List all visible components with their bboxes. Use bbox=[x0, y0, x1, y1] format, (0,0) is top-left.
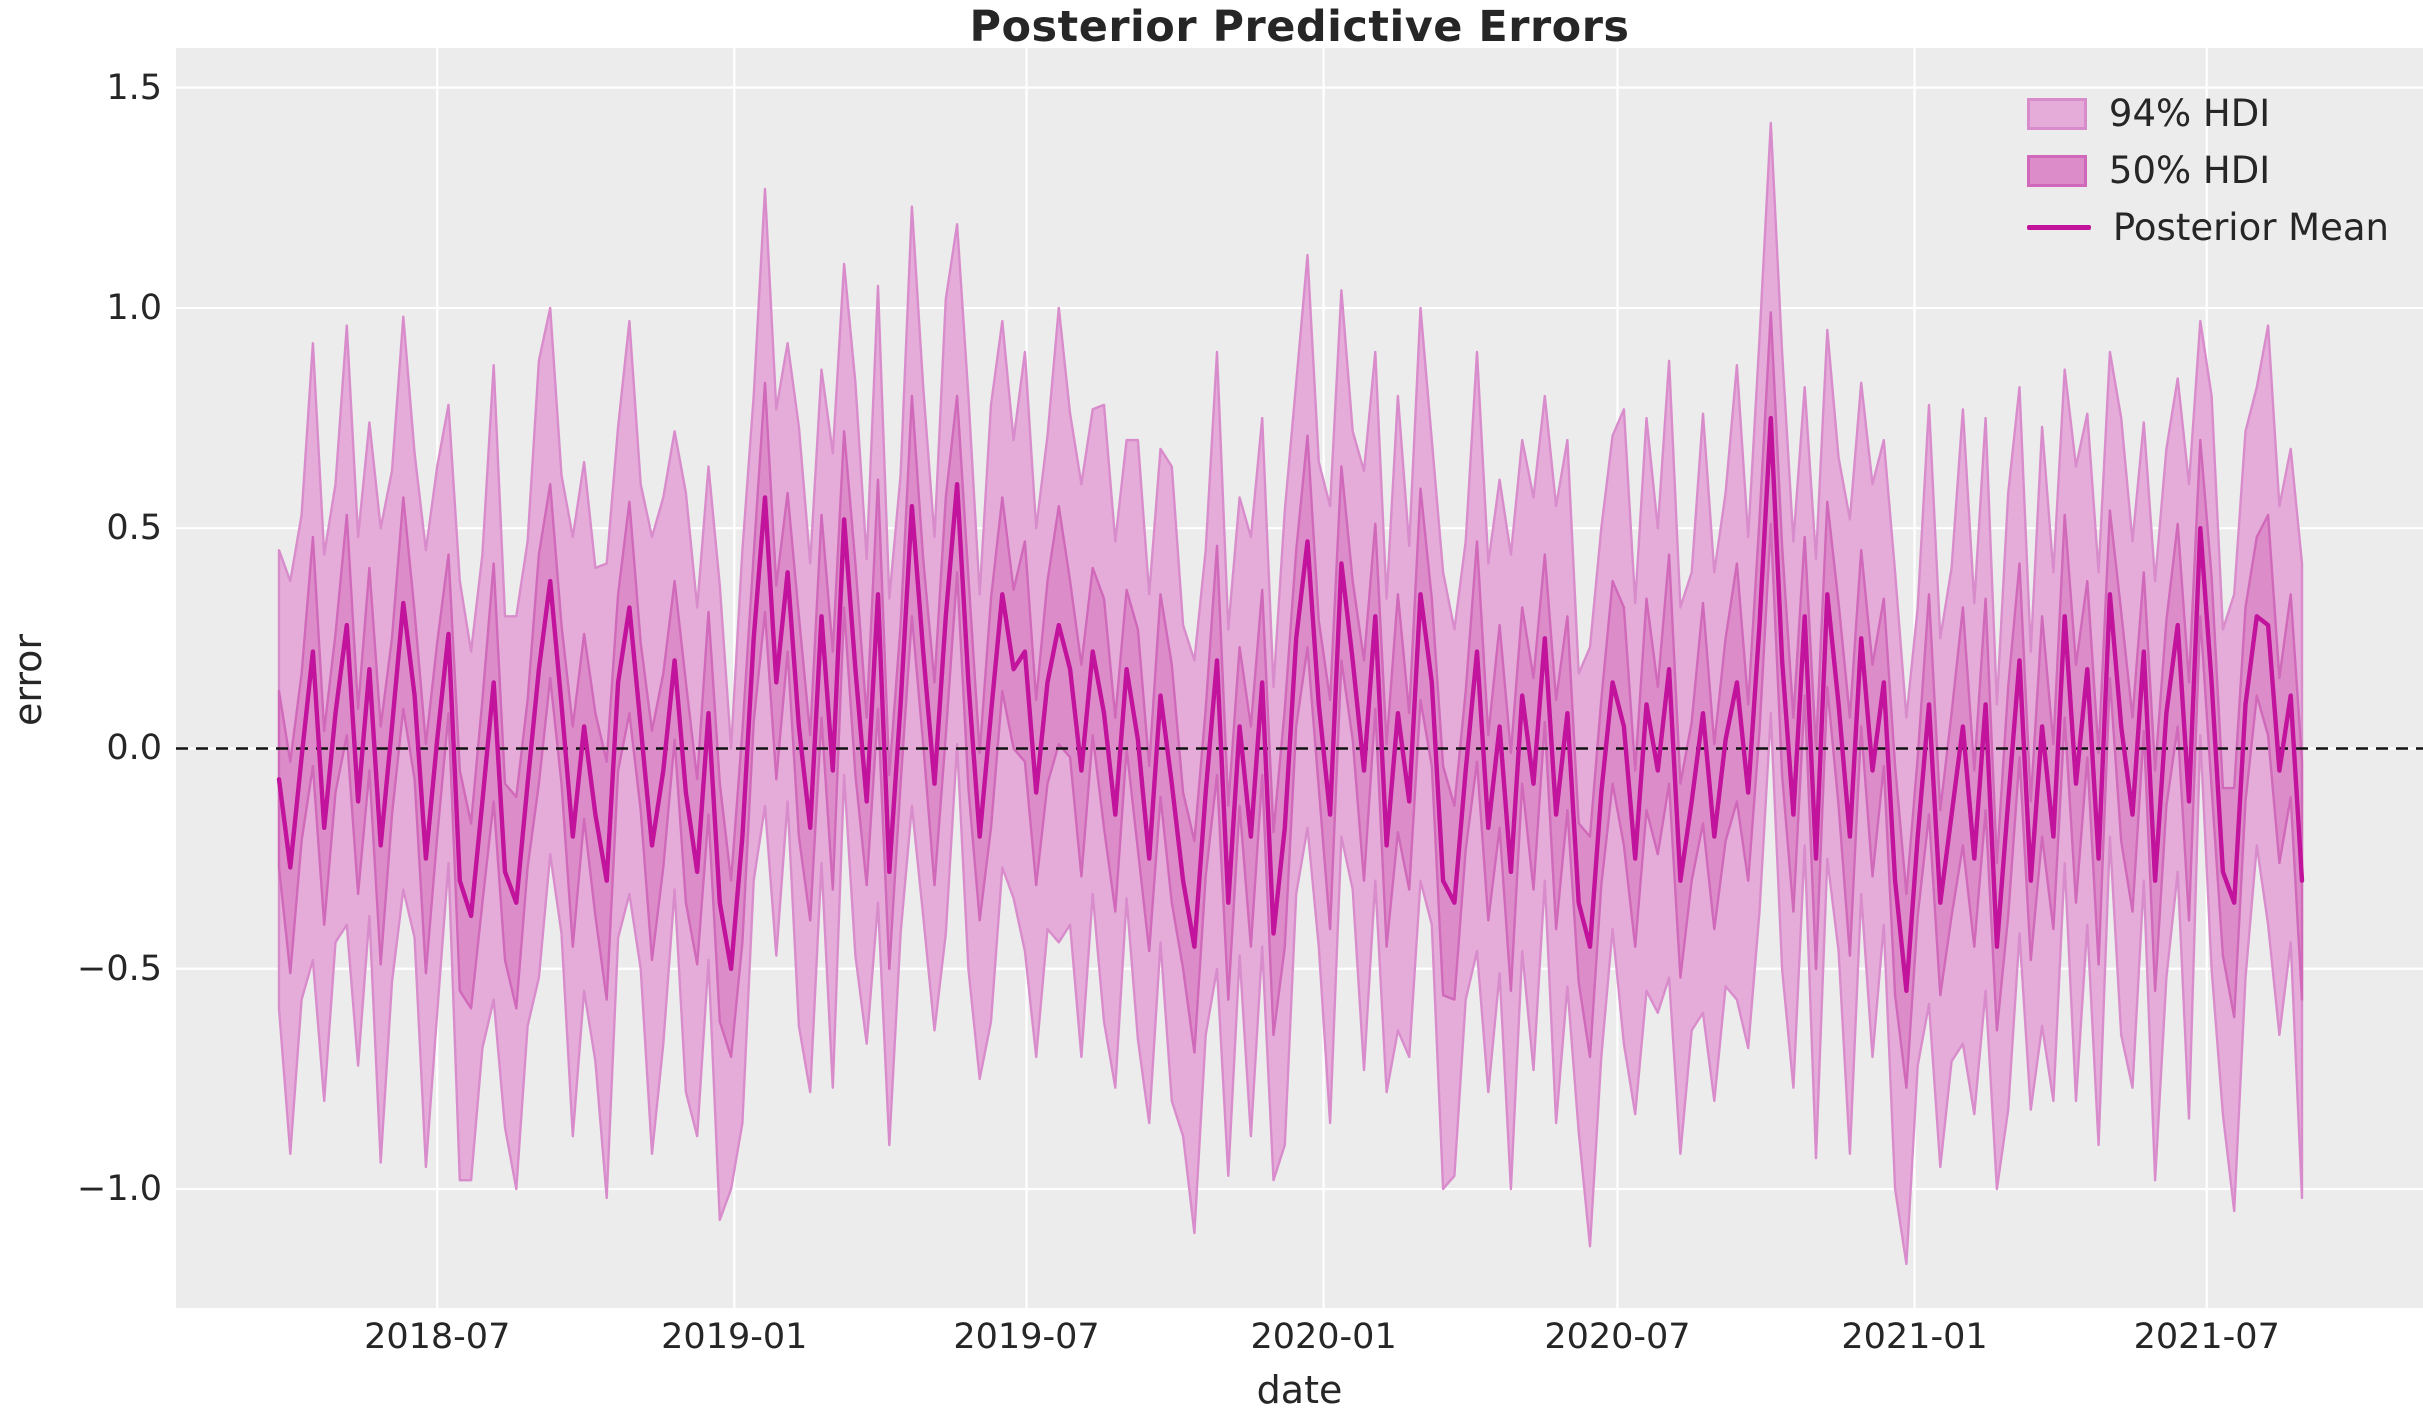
chart-title: Posterior Predictive Errors bbox=[969, 2, 1630, 52]
y-tick-label: 1.0 bbox=[106, 287, 162, 328]
x-tick-label: 2019-07 bbox=[953, 1317, 1100, 1357]
legend-label: 94% HDI bbox=[2108, 92, 2271, 135]
legend: 94% HDI 50% HDI Posterior Mean bbox=[2026, 92, 2389, 249]
legend-item-posterior-mean: Posterior Mean bbox=[2026, 206, 2389, 249]
x-tick-label: 2021-07 bbox=[2133, 1317, 2280, 1357]
x-tick-label: 2020-07 bbox=[1544, 1317, 1691, 1357]
x-tick-label: 2021-01 bbox=[1841, 1317, 1988, 1357]
legend-item-94hdi: 94% HDI bbox=[2026, 92, 2389, 135]
legend-label: Posterior Mean bbox=[2112, 206, 2389, 249]
hdi50-swatch-icon bbox=[2026, 154, 2087, 187]
posterior-mean-line bbox=[276, 415, 2305, 993]
x-tick-label: 2019-01 bbox=[661, 1317, 808, 1357]
legend-label: 50% HDI bbox=[2108, 149, 2271, 192]
x-axis-label: date bbox=[1256, 1368, 1343, 1412]
x-tick-label: 2020-01 bbox=[1250, 1317, 1397, 1357]
y-tick-label: 1.5 bbox=[106, 67, 162, 108]
y-tick-label: 0.5 bbox=[106, 508, 162, 549]
y-tick-label: 0.0 bbox=[106, 728, 162, 769]
mean-line-swatch-icon bbox=[2026, 225, 2091, 230]
y-tick-label: −0.5 bbox=[77, 948, 162, 989]
x-tick-label: 2018-07 bbox=[364, 1317, 511, 1357]
legend-item-50hdi: 50% HDI bbox=[2026, 149, 2389, 192]
hdi94-swatch-icon bbox=[2026, 97, 2087, 130]
y-tick-label: −1.0 bbox=[77, 1169, 162, 1210]
